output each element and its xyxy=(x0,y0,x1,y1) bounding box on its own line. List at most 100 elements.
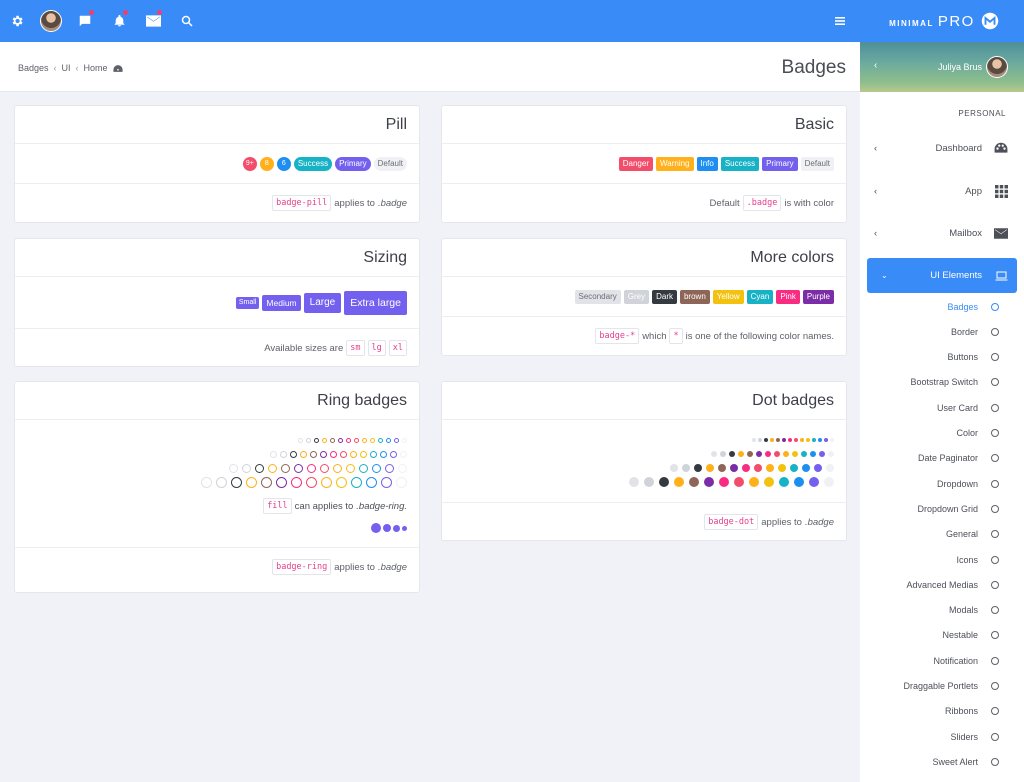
sidebar-subitem-label: Border xyxy=(950,326,978,337)
ring-badge-xl xyxy=(371,523,381,533)
sidebar-item-app[interactable]: ‹ App xyxy=(860,171,1024,211)
ring-badge xyxy=(370,437,375,443)
dot-badge xyxy=(766,464,774,472)
user-avatar[interactable] xyxy=(34,0,68,42)
ring-badge xyxy=(281,463,290,473)
badge-row: Small Medium Large Extra large xyxy=(15,277,419,328)
dot-badge xyxy=(828,451,834,457)
breadcrumb: Badges ‹ UI ‹ Home xyxy=(18,63,123,73)
code-snippet: * xyxy=(669,328,683,344)
sidebar-subitem-badges[interactable]: Badges xyxy=(860,294,1024,319)
ring-badge-lg xyxy=(383,524,391,532)
dashboard-icon[interactable] xyxy=(112,64,123,73)
sidebar-item-ui-elements[interactable]: ⌄ UI Elements xyxy=(867,258,1017,293)
section-header: PERSONAL xyxy=(958,109,1006,118)
dot-badge xyxy=(794,477,804,487)
ring-badge xyxy=(330,450,337,458)
sidebar-subitem-sweet-alert[interactable]: Sweet Alert xyxy=(860,749,1024,774)
sidebar-subitem-bootstrap-switch[interactable]: Bootstrap Switch xyxy=(860,370,1024,395)
sidebar-item-dashboard[interactable]: ‹ Dashboard xyxy=(860,128,1024,168)
dot-badges-card: Dot badges badge-dot applies to .badge xyxy=(441,381,847,541)
ring-badge xyxy=(402,437,407,443)
ring-badge xyxy=(280,450,287,458)
badge: Grey xyxy=(623,289,650,304)
sidebar-subitem-label: User Card xyxy=(936,402,978,413)
sidebar-subitem-modals[interactable]: Modals xyxy=(860,598,1024,623)
sidebar-subitem-border[interactable]: Border xyxy=(860,319,1024,344)
dot-badge xyxy=(704,477,714,487)
ring-badge xyxy=(346,437,351,443)
hamburger-icon[interactable] xyxy=(828,0,852,42)
card-title: Sizing xyxy=(15,239,419,277)
ring-badge-row xyxy=(15,433,419,447)
user-panel[interactable]: ‹ Juliya Brus xyxy=(860,42,1024,92)
sidebar-subitem-draggable-portlets[interactable]: Draggable Portlets xyxy=(860,674,1024,699)
dot-badge xyxy=(819,451,825,457)
dot-badge xyxy=(758,438,762,442)
sidebar-subitem-date-paginator[interactable]: Date Paginator xyxy=(860,446,1024,471)
chevron-left-icon: ‹ xyxy=(75,63,79,73)
logo[interactable]: MINIMAL PRO xyxy=(860,0,1024,42)
sidebar-subitem-ribbons[interactable]: Ribbons xyxy=(860,699,1024,724)
badge-sm: Small xyxy=(235,296,260,309)
sidebar-subitem-dropdown[interactable]: Dropdown xyxy=(860,471,1024,496)
sidebar-subitem-nestable[interactable]: Nestable xyxy=(860,623,1024,648)
sidebar-subitem-label: General xyxy=(945,529,978,540)
breadcrumb-item[interactable]: UI xyxy=(61,63,71,73)
dot-badge xyxy=(711,451,717,457)
sidebar-subitem-sliders[interactable]: Sliders xyxy=(860,724,1024,749)
page-header: Badges ‹ UI ‹ Home Badges xyxy=(0,42,860,92)
search-icon[interactable] xyxy=(170,0,204,42)
basic-card: Basic Danger Warning Info Success Primar… xyxy=(441,105,847,223)
sidebar-subitem-dropdown-grid[interactable]: Dropdown Grid xyxy=(860,496,1024,521)
laptop-icon xyxy=(994,269,1008,283)
badge: Primary xyxy=(762,156,798,171)
dot-badge xyxy=(794,438,798,442)
dot-badge xyxy=(782,438,786,442)
sidebar-subitem-color[interactable]: Color xyxy=(860,421,1024,446)
chevron-left-icon[interactable]: ‹ xyxy=(874,60,878,71)
ring-note: fill can applies to .badge-ring. xyxy=(15,495,419,517)
card-title: Basic xyxy=(442,106,846,144)
ring-badge xyxy=(338,437,343,443)
note-em: .badge-ring. xyxy=(356,500,407,512)
circle-icon xyxy=(991,707,999,716)
breadcrumb-item[interactable]: Badges xyxy=(18,63,49,73)
ring-badge xyxy=(270,450,277,458)
badge: Info xyxy=(696,156,718,171)
note-text: can applies to xyxy=(294,500,354,512)
user-name: Juliya Brus xyxy=(937,62,982,72)
dot-badge xyxy=(689,477,699,487)
sidebar-subitem-label: Icons xyxy=(956,554,978,565)
sidebar-subitem-user-card[interactable]: User Card xyxy=(860,395,1024,420)
sidebar-subitem-icons[interactable]: Icons xyxy=(860,547,1024,572)
sidebar-subitem-label: Sliders xyxy=(950,731,978,742)
badge: Secondary xyxy=(574,289,621,304)
breadcrumb-item[interactable]: Home xyxy=(83,63,108,73)
bell-icon[interactable] xyxy=(102,0,136,42)
dot-badge xyxy=(682,464,690,472)
palette-icon xyxy=(994,141,1008,155)
gear-icon[interactable] xyxy=(0,0,34,42)
ring-badge xyxy=(378,437,383,443)
sidebar-subitem-notification[interactable]: Notification xyxy=(860,648,1024,673)
code-snippet: badge-dot xyxy=(704,514,759,530)
sidebar-item-mailbox[interactable]: ‹ Mailbox xyxy=(860,213,1024,253)
circle-icon xyxy=(991,631,999,640)
chat-icon[interactable] xyxy=(68,0,102,42)
ring-badge xyxy=(385,463,394,473)
dot-badge xyxy=(792,451,798,457)
ring-badge xyxy=(320,450,327,458)
ring-badge xyxy=(216,476,227,488)
badge: Cyan xyxy=(746,289,774,304)
badge: Pink xyxy=(776,289,800,304)
sidebar-subitem-buttons[interactable]: Buttons xyxy=(860,345,1024,370)
mail-icon[interactable] xyxy=(136,0,170,42)
dot-badge xyxy=(754,464,762,472)
code-snippet: badge-pill xyxy=(272,195,332,211)
sidebar-subitem-advanced-medias[interactable]: Advanced Medias xyxy=(860,572,1024,597)
sidebar-subitem-general[interactable]: General xyxy=(860,522,1024,547)
badge-row: Danger Warning Info Success Primary Defa… xyxy=(442,144,846,183)
ring-badge xyxy=(321,476,332,488)
ring-badge xyxy=(390,450,397,458)
